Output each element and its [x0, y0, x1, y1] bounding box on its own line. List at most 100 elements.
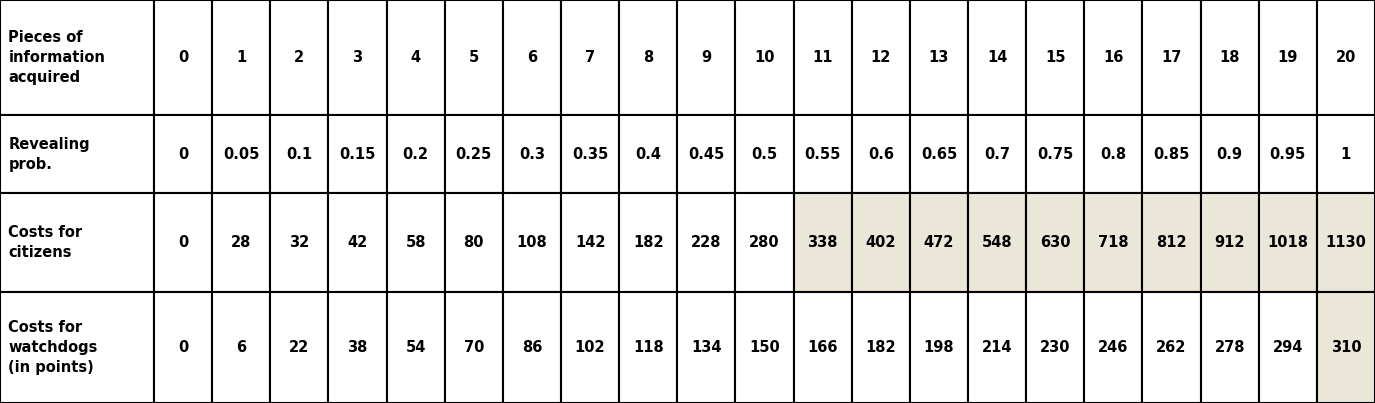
Text: 12: 12	[870, 50, 891, 65]
Bar	[968, 193, 1026, 292]
Bar	[1317, 0, 1375, 115]
Text: 1: 1	[236, 50, 246, 65]
Bar	[1085, 115, 1143, 193]
Text: Pieces of
information
acquired: Pieces of information acquired	[8, 30, 104, 85]
Bar	[910, 193, 968, 292]
Bar	[851, 193, 910, 292]
Text: 102: 102	[575, 340, 605, 355]
Bar	[561, 115, 619, 193]
Text: 472: 472	[924, 235, 954, 250]
Bar	[736, 115, 793, 193]
Bar	[1200, 0, 1258, 115]
Bar	[212, 0, 271, 115]
Text: 22: 22	[289, 340, 309, 355]
Bar	[0, 193, 154, 292]
Bar	[386, 292, 444, 403]
Text: 228: 228	[692, 235, 722, 250]
Text: 812: 812	[1156, 235, 1187, 250]
Bar	[678, 193, 736, 292]
Text: 198: 198	[924, 340, 954, 355]
Bar	[1317, 115, 1375, 193]
Bar	[271, 292, 329, 403]
Text: 9: 9	[701, 50, 711, 65]
Bar	[1085, 0, 1143, 115]
Bar	[1200, 292, 1258, 403]
Bar	[561, 292, 619, 403]
Text: 230: 230	[1040, 340, 1071, 355]
Bar	[793, 292, 851, 403]
Bar	[1258, 292, 1317, 403]
Text: 1018: 1018	[1268, 235, 1308, 250]
Bar	[271, 193, 329, 292]
Text: 0.95: 0.95	[1269, 147, 1306, 162]
Bar	[561, 193, 619, 292]
Bar	[619, 292, 678, 403]
Bar	[329, 115, 386, 193]
Text: 86: 86	[521, 340, 542, 355]
Bar	[503, 0, 561, 115]
Bar	[619, 0, 678, 115]
Text: 38: 38	[348, 340, 367, 355]
Bar	[503, 292, 561, 403]
Bar	[736, 0, 793, 115]
Text: 118: 118	[632, 340, 664, 355]
Text: 0: 0	[177, 147, 188, 162]
Text: 0.5: 0.5	[751, 147, 777, 162]
Text: 10: 10	[755, 50, 774, 65]
Bar	[154, 193, 212, 292]
Text: 182: 182	[632, 235, 664, 250]
Bar	[444, 115, 503, 193]
Text: 310: 310	[1331, 340, 1361, 355]
Bar	[736, 292, 793, 403]
Bar	[154, 292, 212, 403]
Text: 0.8: 0.8	[1100, 147, 1126, 162]
Text: 54: 54	[406, 340, 426, 355]
Bar	[444, 292, 503, 403]
Text: 0.55: 0.55	[804, 147, 842, 162]
Bar	[329, 193, 386, 292]
Bar	[1143, 193, 1200, 292]
Text: 6: 6	[236, 340, 246, 355]
Bar	[968, 292, 1026, 403]
Bar	[0, 292, 154, 403]
Bar	[1200, 115, 1258, 193]
Text: 402: 402	[865, 235, 896, 250]
Text: 19: 19	[1277, 50, 1298, 65]
Text: 214: 214	[982, 340, 1012, 355]
Bar	[154, 115, 212, 193]
Text: 548: 548	[982, 235, 1012, 250]
Text: 70: 70	[463, 340, 484, 355]
Text: 16: 16	[1103, 50, 1123, 65]
Text: 0.2: 0.2	[403, 147, 429, 162]
Text: 28: 28	[231, 235, 252, 250]
Bar	[1200, 193, 1258, 292]
Bar	[793, 115, 851, 193]
Text: 80: 80	[463, 235, 484, 250]
Text: 630: 630	[1040, 235, 1071, 250]
Text: 246: 246	[1099, 340, 1129, 355]
Text: 0.85: 0.85	[1154, 147, 1189, 162]
Text: 42: 42	[348, 235, 367, 250]
Bar	[561, 0, 619, 115]
Text: 58: 58	[406, 235, 426, 250]
Bar	[851, 292, 910, 403]
Text: 8: 8	[644, 50, 653, 65]
Bar	[444, 193, 503, 292]
Bar	[1317, 193, 1375, 292]
Bar	[386, 115, 444, 193]
Text: 0.45: 0.45	[689, 147, 725, 162]
Text: 1: 1	[1341, 147, 1352, 162]
Text: 18: 18	[1220, 50, 1240, 65]
Bar	[793, 0, 851, 115]
Bar	[0, 115, 154, 193]
Text: 150: 150	[749, 340, 780, 355]
Text: 13: 13	[928, 50, 949, 65]
Text: 14: 14	[987, 50, 1008, 65]
Text: 166: 166	[807, 340, 837, 355]
Text: 20: 20	[1335, 50, 1356, 65]
Bar	[678, 292, 736, 403]
Text: Costs for
citizens: Costs for citizens	[8, 225, 82, 260]
Text: 912: 912	[1214, 235, 1244, 250]
Text: 0.7: 0.7	[984, 147, 1011, 162]
Bar	[503, 115, 561, 193]
